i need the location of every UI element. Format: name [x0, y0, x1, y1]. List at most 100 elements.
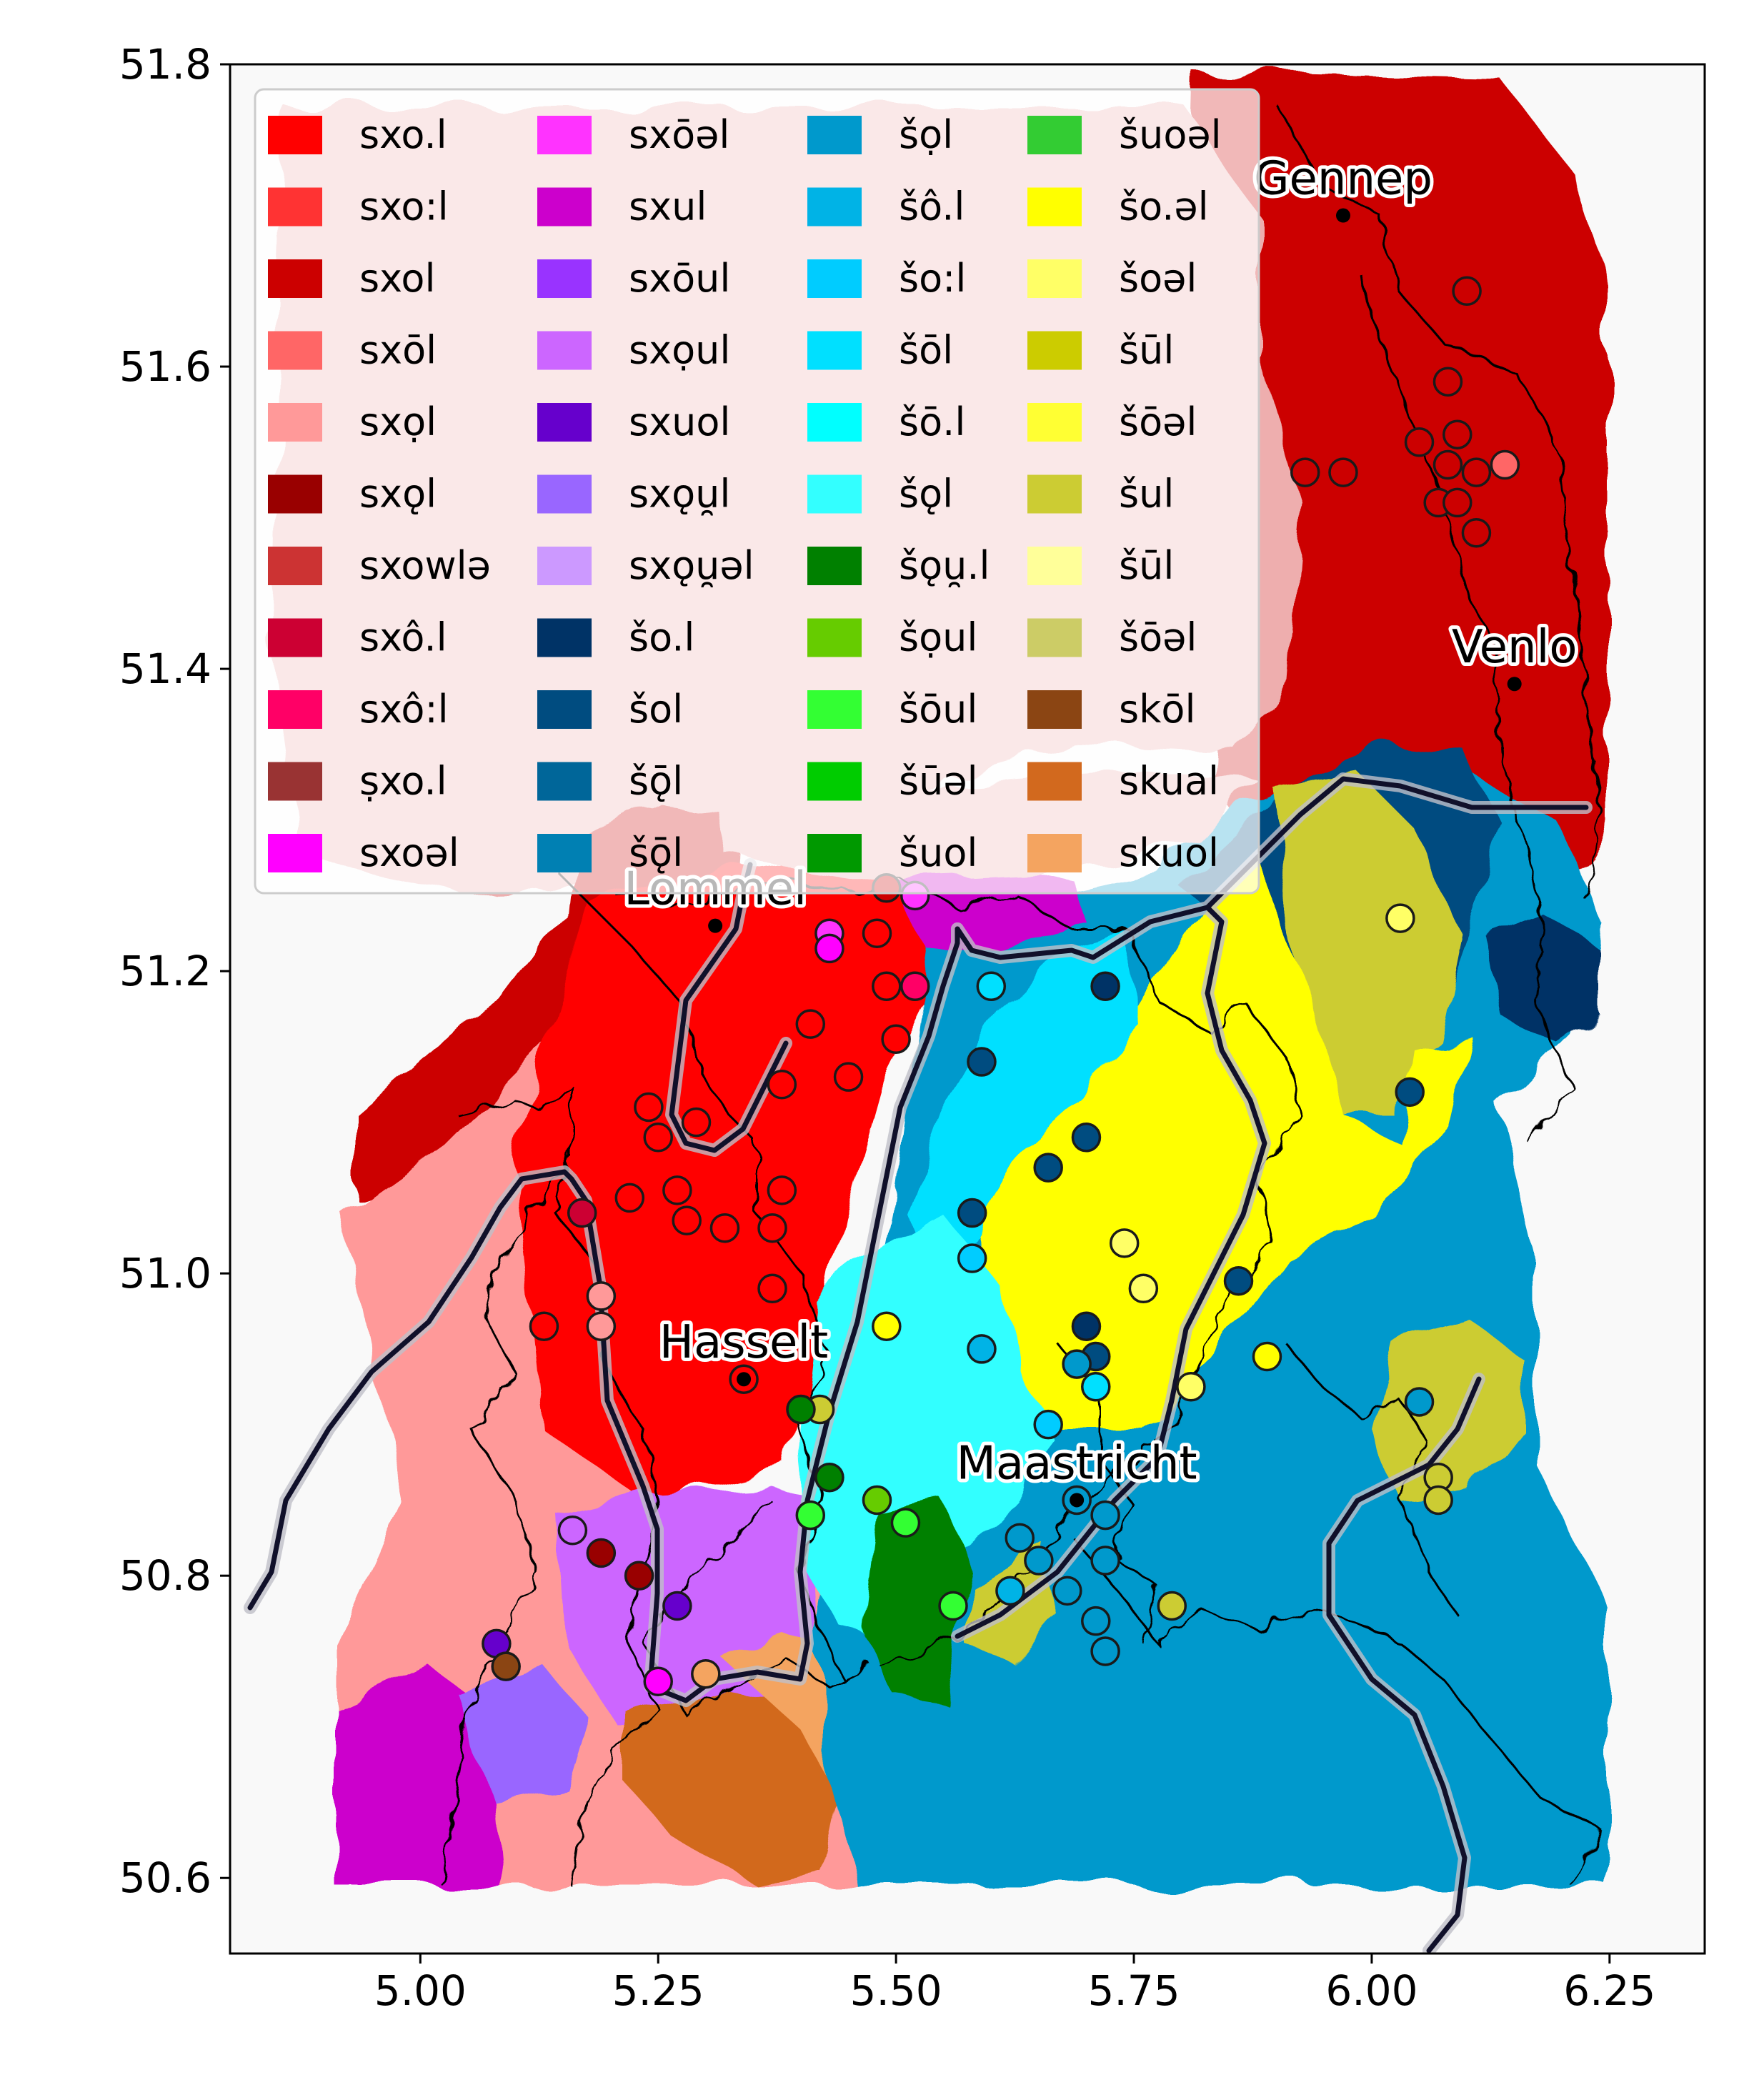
survey-point: [767, 1070, 797, 1100]
legend-swatch: [268, 403, 322, 442]
survey-point: [795, 1009, 826, 1039]
survey-point: [567, 1198, 597, 1228]
region-so-dot-l-navy: [1486, 915, 1600, 1043]
y-tick-label: 51.8: [119, 40, 211, 89]
city-label-halo: Venlo: [1452, 621, 1578, 674]
legend-label: šọl: [899, 112, 953, 157]
border-netherlands-east: [1277, 106, 1602, 901]
legend-label: sxǫu̯l: [629, 472, 730, 517]
region-sxol-north: [1186, 71, 1608, 915]
legend-label: šūəl: [899, 759, 978, 804]
x-tick-label: 5.75: [1087, 1966, 1180, 2015]
legend-label: šōl: [899, 328, 953, 373]
legend-swatch: [268, 474, 322, 514]
border-limburg-inner-north: [1356, 271, 1573, 1144]
legend-swatch: [1027, 547, 1082, 585]
survey-point: [614, 1183, 645, 1213]
survey-point: [1290, 457, 1320, 487]
isogloss-east: [1326, 1376, 1482, 1954]
survey-point: [1452, 276, 1482, 307]
legend-label: šō.l: [899, 399, 965, 444]
legend-label: šōəl: [1119, 615, 1197, 660]
survey-point: [890, 1508, 921, 1538]
survey-point: [872, 971, 902, 1002]
legend-label: šọul: [899, 615, 977, 660]
legend-label: šuol: [899, 830, 977, 875]
legend-swatch: [268, 259, 322, 298]
survey-point: [1128, 1273, 1159, 1304]
survey-point: [1024, 1546, 1054, 1576]
survey-point: [1328, 457, 1358, 487]
legend-label: šoəl: [1119, 256, 1197, 301]
survey-point: [757, 1213, 787, 1243]
legend-swatch: [807, 618, 862, 657]
border-province-west: [442, 1085, 573, 1887]
legend-label: šūl: [1119, 543, 1174, 588]
survey-point: [862, 1485, 892, 1516]
axis-ticks: 5.00 5.25 5.50 5.75 6.00 6.25 51.8 51.6 51.4 51.2…: [119, 40, 1656, 2015]
survey-points: [482, 276, 1520, 1697]
region-sxul-magenta: [336, 1665, 500, 1886]
border-south-limburg: [1070, 1536, 1601, 1831]
legend-swatch: [537, 331, 592, 370]
region-sul-olive-east: [1372, 1322, 1522, 1501]
city-label: Venlo: [1452, 621, 1578, 674]
legend-label: šōul: [899, 687, 977, 732]
legend-label: sxǫl: [359, 472, 437, 517]
survey-point: [672, 1205, 702, 1235]
city-dot: [1335, 208, 1350, 223]
survey-point: [1071, 1311, 1102, 1341]
city-label: Hasselt: [659, 1316, 828, 1369]
survey-point: [643, 1123, 673, 1153]
survey-point: [643, 1666, 673, 1697]
legend-label: sxul: [629, 184, 707, 229]
legend-label: šuoəl: [1119, 112, 1222, 157]
survey-point: [995, 1576, 1025, 1606]
legend-label: šǭl: [629, 759, 683, 804]
survey-point: [1062, 1349, 1092, 1379]
city-dot: [1070, 1493, 1085, 1508]
survey-point: [1442, 419, 1473, 449]
legend-label: šô.l: [899, 184, 965, 229]
survey-point: [795, 1500, 826, 1531]
city-dot: [737, 1372, 752, 1387]
region-skual: [629, 1686, 843, 1886]
legend-swatch: [268, 618, 322, 657]
x-tick-label: 6.00: [1325, 1966, 1417, 2015]
survey-point: [1395, 1077, 1425, 1108]
legend-swatch: [807, 187, 862, 227]
city-dot: [1507, 677, 1522, 692]
x-tick-label: 6.25: [1563, 1966, 1655, 2015]
legend-swatch: [807, 762, 862, 801]
legend-swatch: [537, 259, 592, 298]
legend-swatch: [268, 116, 322, 154]
survey-point: [586, 1538, 617, 1568]
survey-point: [634, 1092, 664, 1123]
legend-swatch: [537, 834, 592, 872]
survey-point: [1461, 457, 1492, 487]
city-label-halo: Gennep: [1254, 153, 1432, 206]
legend-swatch: [537, 116, 592, 154]
legend-label: ṣxo.l: [359, 759, 447, 804]
legend-swatch: [1027, 474, 1082, 514]
survey-point: [1033, 1153, 1063, 1183]
survey-point: [786, 1394, 816, 1425]
survey-point: [691, 1658, 721, 1689]
survey-point: [967, 1334, 997, 1364]
survey-point: [557, 1515, 588, 1546]
legend-label: sxōl: [359, 328, 437, 373]
legend-label: šo:l: [899, 256, 966, 301]
survey-point: [1071, 1123, 1102, 1153]
legend-swatch: [537, 403, 592, 442]
legend: sxo.l sxo:l sxol sxōl sxọl sxǫl sxowlə sxô.l sxô…: [254, 88, 1260, 895]
legend-label: sxowlə: [359, 543, 491, 588]
x-tick-label: 5.50: [850, 1966, 942, 2015]
legend-label: sxuol: [629, 399, 730, 444]
survey-point: [1109, 1228, 1140, 1258]
region-squl-dark-green: [864, 1501, 972, 1701]
survey-point: [757, 1273, 787, 1304]
legend-swatch: [807, 331, 862, 370]
legend-swatch: [537, 187, 592, 227]
survey-point: [1081, 1372, 1111, 1402]
legend-label: sxǫu̯əl: [629, 543, 754, 588]
